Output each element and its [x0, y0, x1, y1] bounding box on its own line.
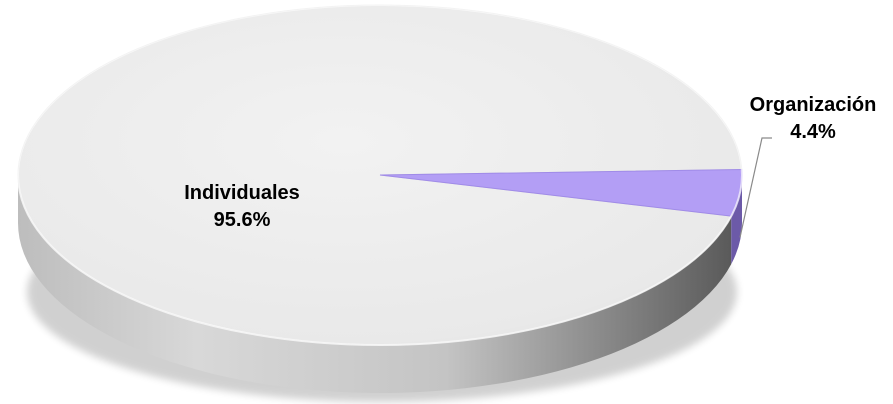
leader-lines	[739, 137, 772, 238]
label-organizacion-name: Organización	[750, 94, 877, 116]
pie-top-faces	[17, 4, 743, 346]
label-individuales-name: Individuales	[184, 182, 300, 204]
leader-line-organizacion	[739, 137, 772, 238]
pie-rim-highlight	[17, 4, 743, 346]
slice-individuales-side	[17, 175, 732, 394]
label-organizacion-value: 4.4%	[790, 121, 836, 143]
label-individuales-value: 95.6%	[214, 209, 271, 231]
